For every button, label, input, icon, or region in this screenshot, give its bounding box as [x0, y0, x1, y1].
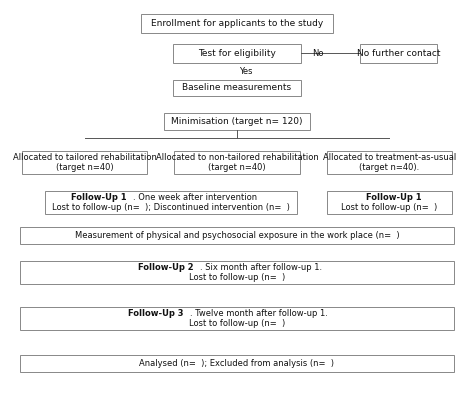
- Bar: [174, 151, 300, 174]
- Bar: [141, 14, 333, 33]
- Text: (target n=40).: (target n=40).: [359, 164, 419, 172]
- Text: No further contact: No further contact: [357, 49, 440, 58]
- Bar: [20, 227, 454, 244]
- Bar: [20, 261, 454, 284]
- Text: Lost to follow-up (n=  ): Lost to follow-up (n= ): [341, 203, 438, 212]
- Bar: [360, 44, 437, 63]
- Text: Lost to follow-up (n=  ): Lost to follow-up (n= ): [189, 273, 285, 282]
- Text: . Twelve month after follow-up 1.: . Twelve month after follow-up 1.: [190, 309, 328, 318]
- Bar: [20, 307, 454, 330]
- Bar: [20, 355, 454, 372]
- Text: . Six month after follow-up 1.: . Six month after follow-up 1.: [200, 263, 322, 272]
- Bar: [164, 113, 310, 130]
- Text: Baseline measurements: Baseline measurements: [182, 84, 292, 93]
- Bar: [327, 191, 452, 214]
- Bar: [45, 191, 297, 214]
- Text: Analysed (n=  ); Excluded from analysis (n=  ): Analysed (n= ); Excluded from analysis (…: [139, 359, 335, 368]
- Bar: [173, 80, 301, 97]
- Text: Test for eligibility: Test for eligibility: [198, 49, 276, 58]
- Bar: [173, 44, 301, 63]
- Text: Follow-Up 1: Follow-Up 1: [366, 193, 421, 202]
- Text: Allocated to tailored rehabilitation: Allocated to tailored rehabilitation: [13, 153, 156, 162]
- Text: . One week after intervention: . One week after intervention: [133, 193, 257, 202]
- Text: Allocated to non-tailored rehabilitation: Allocated to non-tailored rehabilitation: [155, 153, 319, 162]
- Text: Allocated to treatment-as-usual: Allocated to treatment-as-usual: [323, 153, 456, 162]
- Text: (target n=40): (target n=40): [208, 164, 266, 172]
- Text: Lost to follow-up (n=  ); Discontinued intervention (n=  ): Lost to follow-up (n= ); Discontinued in…: [52, 203, 290, 212]
- Text: Minimisation (target n= 120): Minimisation (target n= 120): [171, 117, 303, 126]
- Text: Follow-Up 2: Follow-Up 2: [138, 263, 193, 272]
- Text: No: No: [312, 49, 324, 58]
- Text: Follow-Up 3: Follow-Up 3: [128, 309, 183, 318]
- Text: Yes: Yes: [239, 67, 253, 76]
- Bar: [22, 151, 147, 174]
- Text: Follow-Up 1: Follow-Up 1: [71, 193, 126, 202]
- Text: (target n=40): (target n=40): [56, 164, 113, 172]
- Text: Enrollment for applicants to the study: Enrollment for applicants to the study: [151, 19, 323, 28]
- Text: Lost to follow-up (n=  ): Lost to follow-up (n= ): [189, 319, 285, 328]
- Text: Measurement of physical and psychosocial exposure in the work place (n=  ): Measurement of physical and psychosocial…: [75, 231, 399, 240]
- Bar: [327, 151, 452, 174]
